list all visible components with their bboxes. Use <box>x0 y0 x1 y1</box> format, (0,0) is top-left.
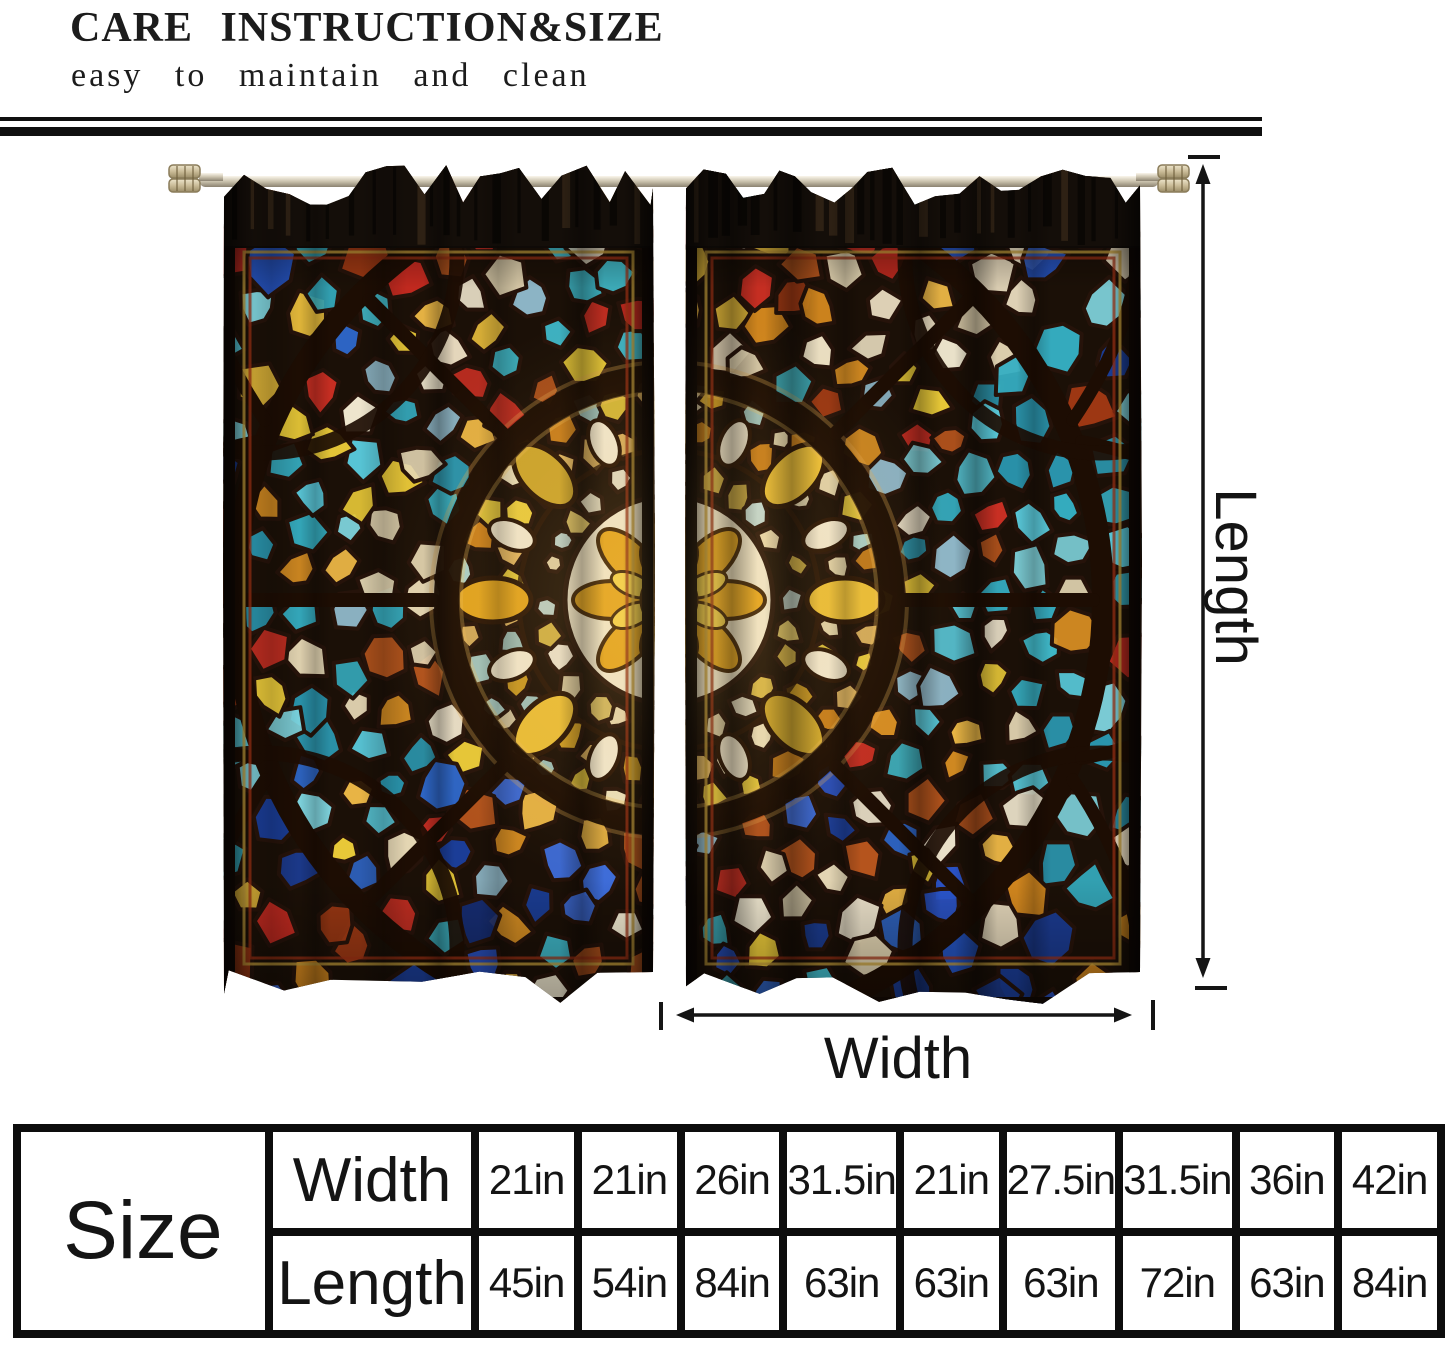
size-corner-cell: Size <box>13 1124 273 1338</box>
length-value-cell: 63in <box>998 1228 1124 1338</box>
width-value-cell: 21in <box>574 1124 685 1236</box>
width-value-cell: 26in <box>676 1124 788 1236</box>
fabric-fold-shading <box>224 166 1140 1004</box>
width-arrow <box>659 1000 1155 1030</box>
length-value-cell: 45in <box>471 1228 582 1338</box>
width-value-cell: 21in <box>895 1124 1007 1236</box>
length-label: Length <box>1203 488 1268 665</box>
page-subtitle: easy to maintain and clean <box>71 57 590 94</box>
width-label: Width <box>824 1026 972 1091</box>
length-value-cell: 84in <box>676 1228 788 1338</box>
width-row-header: Width <box>264 1124 480 1236</box>
page-title: CARE INSTRUCTION&SIZE <box>70 5 664 51</box>
width-value-cell: 27.5in <box>998 1124 1124 1236</box>
length-value-cell: 84in <box>1334 1228 1445 1338</box>
length-row-header: Length <box>264 1228 480 1338</box>
curtain-rod-finial-right-icon <box>1136 164 1190 193</box>
length-value-cell: 63in <box>779 1228 904 1338</box>
curtain-rod-finial-left-icon <box>168 164 223 193</box>
divider-thin-rule <box>0 117 1262 121</box>
length-value-cell: 72in <box>1115 1228 1240 1338</box>
length-arrow <box>1188 155 1227 990</box>
width-value-cell: 31.5in <box>1115 1124 1240 1236</box>
width-value-cell: 42in <box>1334 1124 1445 1236</box>
divider-thick-rule <box>0 127 1262 136</box>
table-row-width: Size Width 21in 21in 26in 31.5in 21in 27… <box>13 1124 1445 1338</box>
width-value-cell: 21in <box>471 1124 582 1236</box>
length-value-cell: 63in <box>1231 1228 1343 1338</box>
length-value-cell: 63in <box>895 1228 1007 1338</box>
width-value-cell: 36in <box>1231 1124 1343 1236</box>
width-value-cell: 31.5in <box>779 1124 904 1236</box>
stained-glass-print <box>223 165 1142 1004</box>
curtain-product-image: Width Length <box>168 155 1268 1091</box>
curtain-size-diagram: Width Length <box>168 155 1268 1091</box>
length-value-cell: 54in <box>574 1228 685 1338</box>
size-chart-table: Size Width 21in 21in 26in 31.5in 21in 27… <box>13 1124 1445 1338</box>
table-row-length: Length 45in 54in 84in 63in 63in 63in 72i… <box>17 1228 1445 1338</box>
